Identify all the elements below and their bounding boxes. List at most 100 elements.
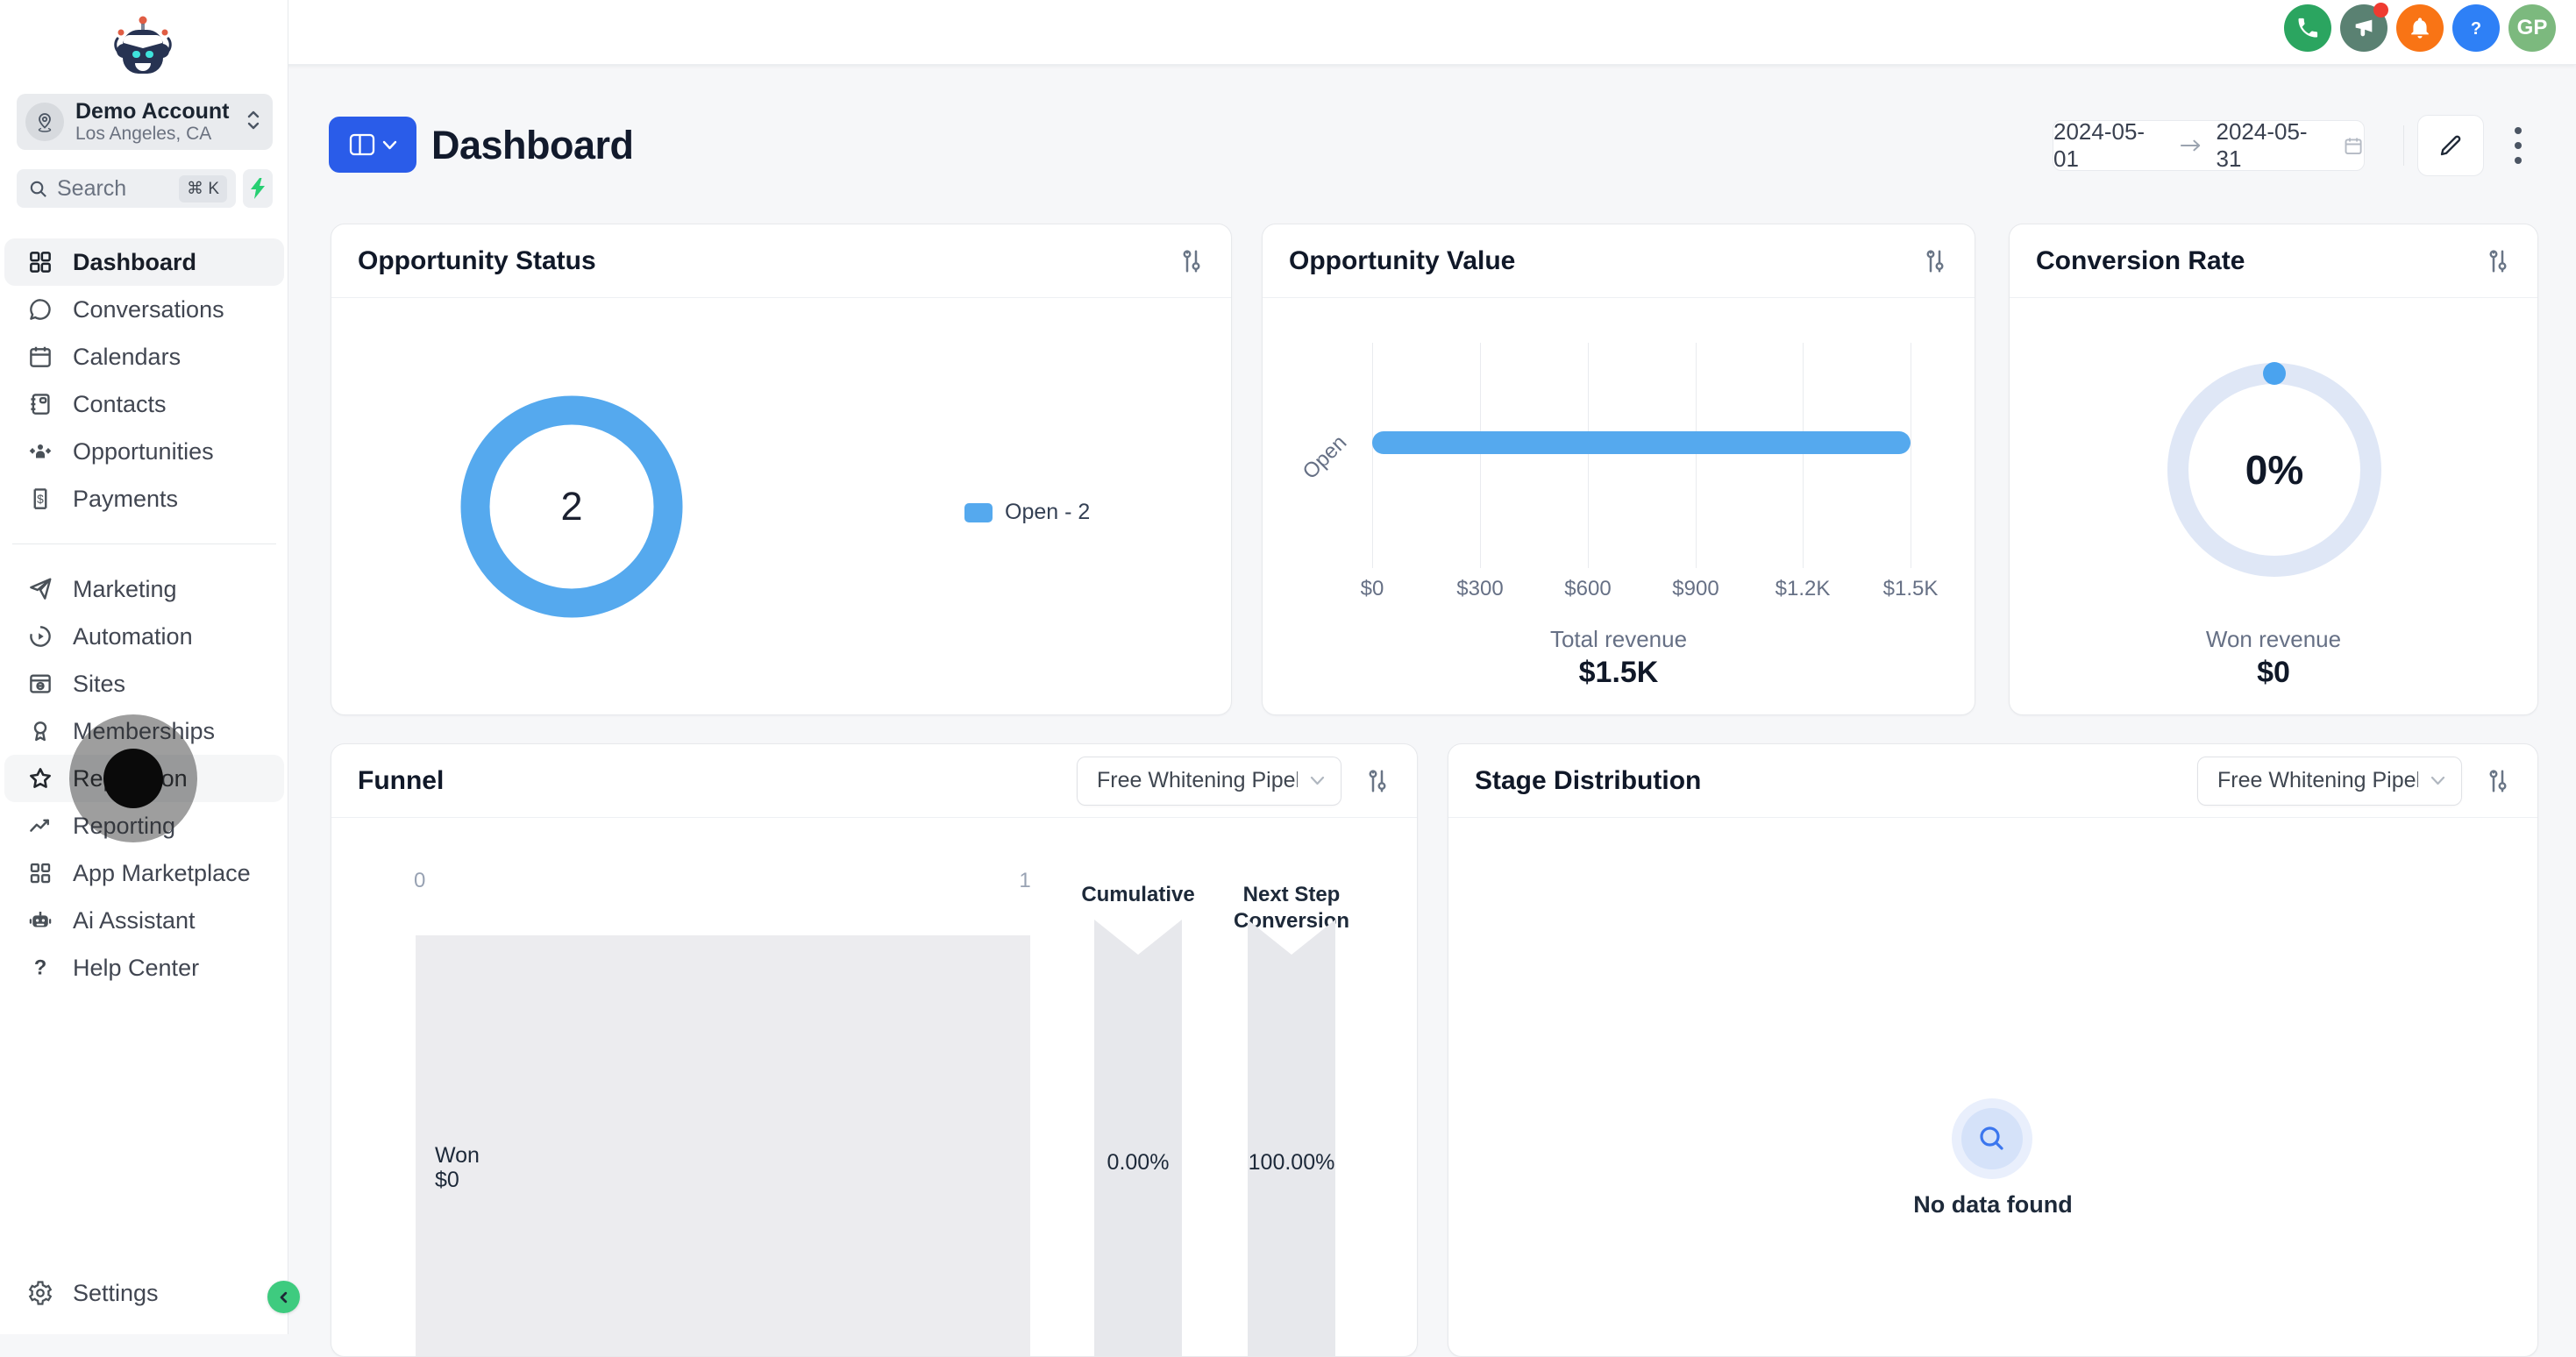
cumulative-value: 0.00% bbox=[1107, 1150, 1170, 1175]
quick-actions-button[interactable] bbox=[243, 169, 273, 208]
gauge-progress-dot bbox=[2263, 362, 2286, 385]
conversion-gauge: 0% bbox=[2152, 347, 2397, 593]
more-options-button[interactable] bbox=[2499, 115, 2537, 176]
user-avatar[interactable]: GP bbox=[2508, 4, 2556, 52]
chevron-down-icon bbox=[1310, 776, 1325, 785]
date-end: 2024-05-31 bbox=[2216, 118, 2308, 172]
funnel-stage-value: $0 bbox=[435, 1168, 459, 1192]
sidebar-item-automation[interactable]: Automation bbox=[4, 613, 284, 660]
gridline bbox=[1372, 343, 1373, 568]
announcements-button[interactable] bbox=[2340, 3, 2388, 52]
conversion-rate-card: Conversion Rate 0% Won revenue $0 bbox=[2009, 224, 2538, 715]
browser-window-icon bbox=[27, 671, 53, 697]
card-settings-icon[interactable] bbox=[1364, 768, 1391, 794]
sidebar-item-sites[interactable]: Sites bbox=[4, 660, 284, 707]
sidebar-item-app-marketplace[interactable]: App Marketplace bbox=[4, 849, 284, 897]
phone-icon bbox=[2298, 18, 2318, 38]
sidebar-item-label: Payments bbox=[73, 485, 179, 512]
sidebar-item-settings[interactable]: Settings bbox=[4, 1269, 283, 1317]
x-tick: $0 bbox=[1360, 577, 1384, 600]
sidebar-item-conversations[interactable]: Conversations bbox=[4, 286, 284, 333]
sidebar-item-label: Contacts bbox=[73, 390, 167, 417]
bell-icon bbox=[2411, 18, 2429, 39]
kebab-dot bbox=[2515, 142, 2522, 149]
chevron-left-icon bbox=[280, 1291, 287, 1303]
sidebar-item-reputation[interactable]: Reputation bbox=[4, 755, 284, 802]
won-revenue-value: $0 bbox=[2257, 656, 2290, 689]
sidebar-item-dashboard[interactable]: Dashboard bbox=[4, 238, 284, 286]
sidebar-item-ai-assistant[interactable]: Ai Assistant bbox=[4, 897, 284, 944]
x-tick: $600 bbox=[1564, 577, 1612, 600]
pipeline-select-value: Free Whitening Pipeline bbox=[2217, 768, 2418, 792]
sidebar-item-marketing[interactable]: Marketing bbox=[4, 565, 284, 613]
avatar-initials: GP bbox=[2516, 16, 2548, 39]
help-button[interactable]: ? bbox=[2452, 4, 2500, 52]
sidebar-collapse-button[interactable] bbox=[267, 1281, 300, 1313]
sidebar-item-label: Opportunities bbox=[73, 437, 214, 465]
pipeline-select[interactable]: Free Whitening Pipeline bbox=[1077, 756, 1341, 806]
sidebar-item-label: Dashboard bbox=[73, 248, 197, 275]
sidebar-item-help-center[interactable]: ? Help Center bbox=[4, 944, 284, 991]
kebab-dot bbox=[2515, 127, 2522, 134]
total-revenue-value: $1.5K bbox=[1578, 656, 1659, 689]
date-start: 2024-05-01 bbox=[2053, 118, 2145, 172]
card-settings-icon[interactable] bbox=[1922, 248, 1948, 274]
account-location: Los Angeles, CA bbox=[75, 124, 212, 145]
cumulative-column bbox=[1094, 920, 1182, 1356]
award-ribbon-icon bbox=[27, 718, 53, 744]
phone-button[interactable] bbox=[2284, 4, 2331, 52]
gear-icon bbox=[27, 1280, 53, 1306]
location-pin-icon bbox=[25, 103, 64, 141]
funnel-axis-max: 1 bbox=[1019, 869, 1031, 892]
svg-text:?: ? bbox=[34, 956, 47, 980]
funnel-card: Funnel Free Whitening Pipeline 0 1 Won $… bbox=[331, 743, 1418, 1357]
arrow-right-icon bbox=[2181, 139, 2201, 152]
total-revenue-label: Total revenue bbox=[1549, 626, 1688, 652]
card-settings-icon[interactable] bbox=[2485, 248, 2511, 274]
sidebar-item-label: Automation bbox=[73, 622, 193, 650]
chat-bubble-icon bbox=[27, 296, 53, 323]
search-placeholder: Search bbox=[57, 175, 127, 201]
funnel-stage-bar bbox=[416, 935, 1030, 1356]
sidebar-item-opportunities[interactable]: Opportunities bbox=[4, 428, 284, 475]
megaphone-icon bbox=[2355, 19, 2373, 37]
notifications-button[interactable] bbox=[2396, 4, 2444, 52]
sidebar-item-label: Ai Assistant bbox=[73, 906, 196, 934]
svg-text:$: $ bbox=[37, 493, 44, 506]
sidebar-item-label: Memberships bbox=[73, 717, 216, 744]
sidebar-item-reporting[interactable]: Reporting bbox=[4, 802, 284, 849]
dashboard-view-button[interactable] bbox=[329, 117, 416, 173]
edit-dashboard-button[interactable] bbox=[2417, 115, 2484, 176]
cumulative-header: Cumulative bbox=[1081, 883, 1195, 906]
card-title: Conversion Rate bbox=[2036, 245, 2245, 275]
sidebar-item-memberships[interactable]: Memberships bbox=[4, 707, 284, 755]
search-input[interactable]: Search ⌘ K bbox=[17, 169, 236, 208]
gridline bbox=[1696, 343, 1697, 568]
sidebar-item-payments[interactable]: $ Payments bbox=[4, 475, 284, 522]
svg-text:?: ? bbox=[2471, 19, 2481, 39]
card-settings-icon[interactable] bbox=[1178, 248, 1205, 274]
funnel-stage-name: Won bbox=[435, 1143, 480, 1168]
magnifier-icon bbox=[1980, 1126, 2003, 1150]
account-switcher[interactable]: Demo Account Los Angeles, CA bbox=[17, 94, 273, 150]
card-settings-icon[interactable] bbox=[2485, 768, 2511, 794]
sidebar-item-calendars[interactable]: Calendars bbox=[4, 333, 284, 380]
calendar-icon bbox=[2345, 137, 2362, 154]
date-range-picker[interactable]: 2024-05-01 2024-05-31 bbox=[2053, 118, 2365, 172]
layout-icon bbox=[349, 133, 374, 156]
sidebar-item-label: Conversations bbox=[73, 295, 224, 323]
no-data-icon-halo bbox=[1952, 1098, 2032, 1179]
calendar-icon bbox=[27, 344, 53, 370]
sidebar-item-contacts[interactable]: Contacts bbox=[4, 380, 284, 428]
account-name: Demo Account bbox=[75, 98, 230, 124]
pipeline-select[interactable]: Free Whitening Pipeline bbox=[2197, 756, 2462, 806]
topbar: ? GP bbox=[0, 0, 2576, 65]
gridline bbox=[1588, 343, 1589, 568]
header-divider bbox=[2403, 125, 2404, 166]
robot-head-icon bbox=[27, 907, 53, 934]
chevron-down-icon bbox=[382, 140, 396, 149]
funnel-axis-min: 0 bbox=[414, 869, 426, 892]
star-icon bbox=[27, 765, 53, 792]
next-step-value: 100.00% bbox=[1248, 1150, 1335, 1175]
paper-plane-icon bbox=[27, 576, 53, 602]
